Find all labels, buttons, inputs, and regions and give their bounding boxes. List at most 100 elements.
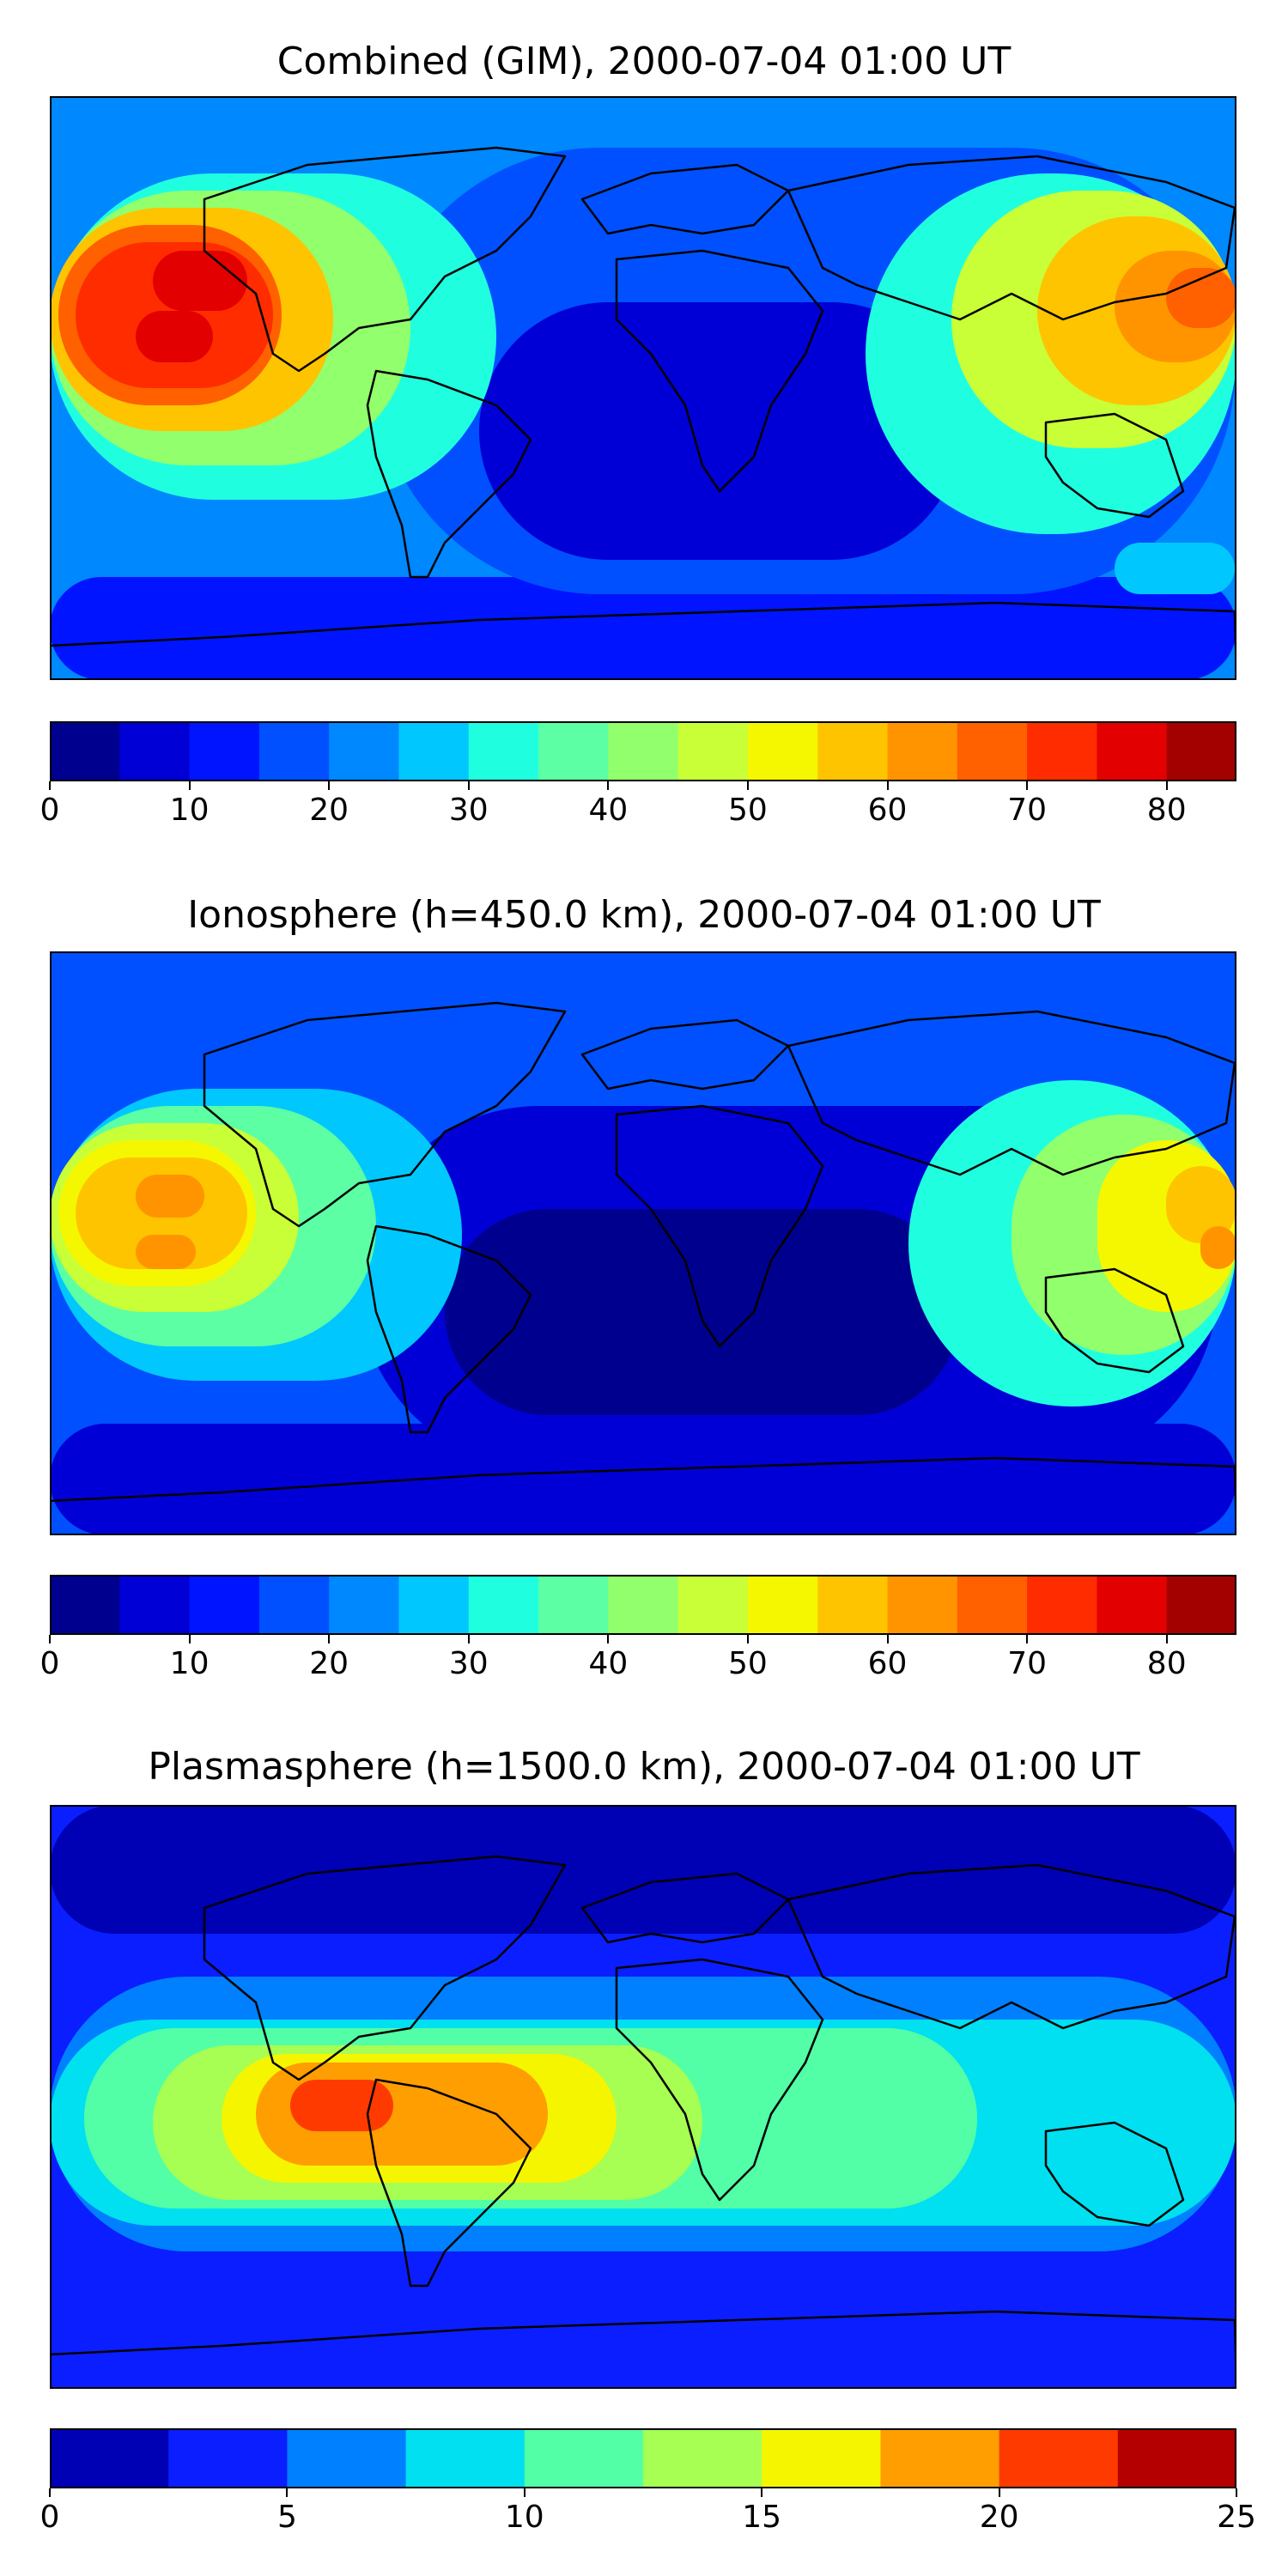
tec-contour-region — [136, 1175, 204, 1218]
colorbar-tick — [886, 1635, 889, 1643]
tec-contour-region — [290, 2080, 393, 2131]
coastline — [366, 2078, 532, 2287]
tec-contour-region — [50, 2294, 1236, 2389]
tec-map-ionosphere — [50, 951, 1236, 1535]
colorbar-segment — [957, 1575, 1028, 1635]
colorbar-tick-label: 0 — [39, 2500, 60, 2535]
map-frame — [50, 96, 1236, 680]
tec-contour-region — [1200, 1226, 1236, 1269]
colorbar-tick — [49, 781, 51, 790]
colorbar-segment — [1097, 1575, 1168, 1635]
colorbar-tick — [998, 2488, 1000, 2497]
colorbar-segment — [538, 1575, 609, 1635]
colorbar-tick — [1026, 1635, 1029, 1643]
colorbar-tick — [328, 1635, 331, 1643]
colorbar-tick-label: 50 — [728, 1646, 768, 1681]
colorbar-tick-label: 20 — [309, 1646, 349, 1681]
colorbar-tick — [286, 2488, 289, 2497]
coastline — [366, 1224, 532, 1434]
colorbar-segment — [762, 2428, 881, 2488]
colorbar-segment — [119, 1575, 191, 1635]
colorbar-segment — [1117, 2428, 1236, 2488]
coastline — [787, 1010, 1236, 1176]
colorbar-segment — [538, 721, 609, 781]
colorbar-ionosphere — [50, 1575, 1236, 1635]
colorbar-segment — [1166, 1575, 1236, 1635]
colorbar-segment — [168, 2428, 288, 2488]
colorbar-ticks-combined: 0 10 20 30 40 50 60 70 80 — [40, 781, 1236, 833]
coastline — [203, 1855, 567, 2081]
coastline — [787, 155, 1236, 321]
colorbar-tick-label: 80 — [1146, 793, 1187, 828]
colorbar-segment — [957, 721, 1028, 781]
tec-contour-region — [136, 1235, 196, 1269]
colorbar-tick — [328, 781, 331, 790]
colorbar-tick-label: 40 — [588, 793, 629, 828]
coastline — [580, 1872, 790, 1944]
colorbar-segment — [258, 1575, 330, 1635]
colorbar-segment — [677, 721, 749, 781]
colorbar-tick — [467, 1635, 470, 1643]
tec-map-combined — [50, 96, 1236, 680]
colorbar-tick — [1165, 781, 1168, 790]
colorbar-tick-label: 50 — [728, 793, 768, 828]
colorbar-ticks-ionosphere: 0 10 20 30 40 50 60 70 80 — [40, 1635, 1236, 1686]
colorbar-tick-label: 0 — [39, 1646, 60, 1681]
colorbar-segment — [398, 721, 470, 781]
colorbar-tick-label: 10 — [169, 1646, 210, 1681]
colorbar-segment — [608, 1575, 679, 1635]
coastline — [1044, 412, 1185, 519]
colorbar-tick — [1165, 1635, 1168, 1643]
colorbar-segment — [1027, 1575, 1097, 1635]
colorbar-segment — [50, 1575, 120, 1635]
colorbar-tick — [188, 1635, 191, 1643]
colorbar-segment — [119, 721, 191, 781]
coastline — [615, 1958, 824, 2202]
map-frame — [50, 951, 1236, 1535]
colorbar-segment — [817, 721, 889, 781]
colorbar-segment — [50, 721, 120, 781]
colorbar-combined — [50, 721, 1236, 781]
colorbar-segment — [468, 721, 539, 781]
colorbar-frame — [50, 1575, 1236, 1635]
colorbar-tick-label: 10 — [169, 793, 210, 828]
colorbar-tick — [467, 781, 470, 790]
tec-contour-region — [50, 1805, 1236, 1934]
tec-contour-region — [445, 1209, 960, 1415]
colorbar-tick — [746, 1635, 749, 1643]
coastline — [787, 1863, 1236, 2030]
colorbar-tick-label: 20 — [309, 793, 349, 828]
colorbar-plasmasphere — [50, 2428, 1236, 2488]
tec-contour-region — [50, 577, 1236, 680]
colorbar-segment — [1166, 721, 1236, 781]
colorbar-segment — [887, 721, 958, 781]
colorbar-segment — [677, 1575, 749, 1635]
colorbar-tick-label: 80 — [1146, 1646, 1187, 1681]
colorbar-tick-label: 0 — [39, 793, 60, 828]
tec-contour-region — [136, 311, 213, 362]
colorbar-tick — [1236, 2488, 1237, 2497]
colorbar-tick-label: 40 — [588, 1646, 629, 1681]
colorbar-segment — [1097, 721, 1168, 781]
colorbar-tick — [607, 1635, 610, 1643]
colorbar-tick — [188, 781, 191, 790]
colorbar-tick-label: 20 — [979, 2500, 1019, 2535]
colorbar-tick-label: 70 — [1007, 793, 1048, 828]
colorbar-tick — [49, 1635, 51, 1643]
colorbar-segment — [329, 1575, 399, 1635]
colorbar-tick — [49, 2488, 51, 2497]
colorbar-tick-label: 70 — [1007, 1646, 1048, 1681]
colorbar-ticks-plasmasphere: 0 5 10 15 20 25 — [40, 2488, 1256, 2540]
colorbar-segment — [287, 2428, 407, 2488]
colorbar-tick-label: 60 — [867, 793, 908, 828]
colorbar-segment — [398, 1575, 470, 1635]
colorbar-tick — [761, 2488, 763, 2497]
colorbar-segment — [887, 1575, 958, 1635]
coastline — [580, 1018, 790, 1091]
colorbar-segment — [524, 2428, 644, 2488]
tec-contour-region — [1166, 1166, 1236, 1243]
colorbar-segment — [747, 721, 818, 781]
colorbar-tick-label: 30 — [448, 793, 489, 828]
colorbar-tick-label: 10 — [504, 2500, 544, 2535]
panel-title: Ionosphere (h=450.0 km), 2000-07-04 01:0… — [187, 893, 1101, 937]
